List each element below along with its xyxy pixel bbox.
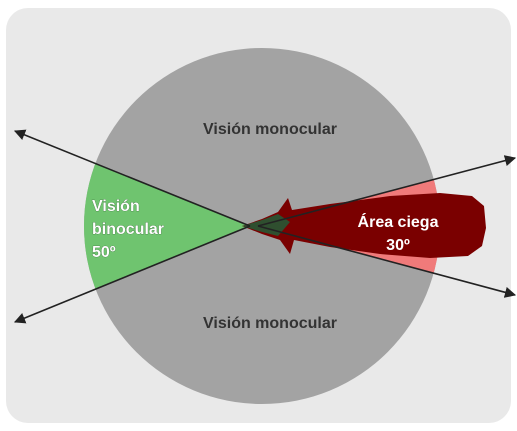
bottom-label: Visión monocular: [203, 315, 337, 332]
binocular-label: binocular: [92, 221, 164, 238]
blind-area-label: 30º: [386, 237, 410, 254]
diagram: Visión monocular Visión monocular Visión…: [0, 0, 517, 431]
blind-area-label: Área ciega: [358, 212, 439, 231]
top-label: Visión monocular: [203, 121, 337, 138]
binocular-label: 50º: [92, 244, 116, 261]
binocular-label: Visión: [92, 198, 140, 215]
